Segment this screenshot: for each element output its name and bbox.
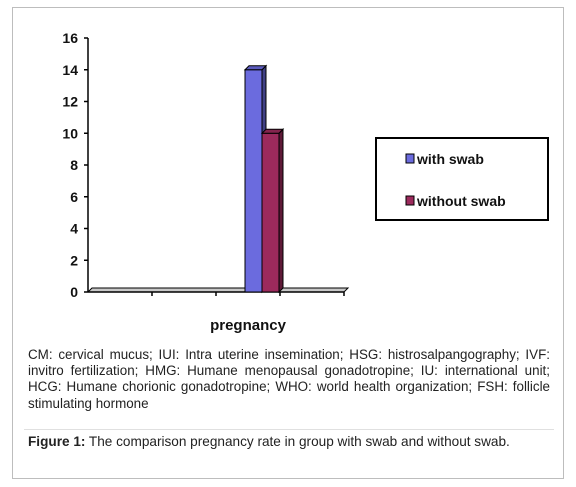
figure-frame bbox=[12, 7, 564, 479]
bar-chart: 0 2 4 6 8 10 12 14 16 pregnancy with swab withou… bbox=[62, 30, 549, 334]
bars bbox=[243, 64, 285, 294]
y-tick-label: 16 bbox=[62, 30, 78, 46]
figure-label: Figure 1: bbox=[28, 434, 86, 449]
figure-caption: Figure 1: The comparison pregnancy rate … bbox=[28, 434, 550, 451]
y-tick-label: 0 bbox=[70, 284, 78, 300]
y-axis: 0 2 4 6 8 10 12 14 16 bbox=[62, 30, 350, 300]
bar bbox=[244, 69, 263, 293]
bar-top bbox=[260, 128, 285, 134]
figure-caption-text: The comparison pregnancy rate in group w… bbox=[85, 434, 510, 449]
legend-label-without-swab: without swab bbox=[416, 193, 506, 209]
abbreviations-caption: CM: cervical mucus; IUI: Intra uterine i… bbox=[28, 347, 550, 411]
bar bbox=[261, 132, 280, 293]
x-axis-label: pregnancy bbox=[210, 317, 287, 334]
y-tick-label: 4 bbox=[70, 221, 78, 237]
caption-divider bbox=[24, 429, 554, 430]
legend: with swab without swab bbox=[375, 137, 549, 221]
y-tick-label: 6 bbox=[70, 189, 78, 205]
y-tick-label: 10 bbox=[62, 125, 78, 141]
legend-swatch-without-swab bbox=[405, 195, 415, 206]
y-tick-label: 8 bbox=[70, 157, 78, 173]
y-tick-label: 14 bbox=[62, 62, 78, 78]
legend-label-with-swab: with swab bbox=[416, 151, 484, 167]
y-tick-label: 12 bbox=[62, 94, 78, 110]
bar-side bbox=[278, 128, 284, 294]
legend-swatch-with-swab bbox=[405, 153, 415, 164]
bar-top bbox=[243, 65, 268, 71]
y-tick-label: 2 bbox=[70, 252, 78, 268]
legend-box bbox=[375, 137, 549, 221]
